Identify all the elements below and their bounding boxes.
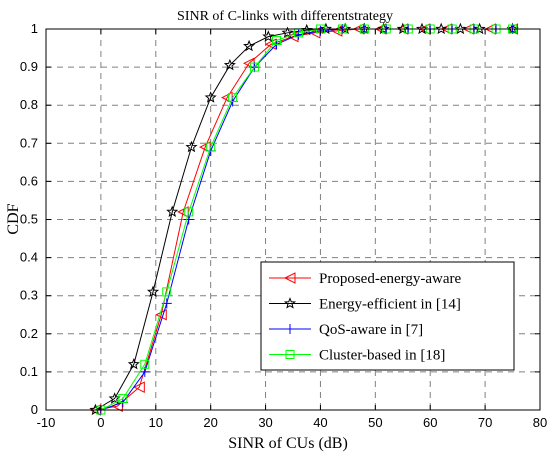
chart-title: SINR of C-links with differentstrategy [177, 9, 393, 24]
data-point [250, 62, 260, 72]
legend-item: QoS-aware in [7] [269, 322, 423, 338]
y-tick-label: 0.9 [20, 59, 38, 74]
data-point [283, 297, 297, 309]
data-point [272, 35, 282, 45]
data-point [473, 22, 486, 35]
data-point [133, 381, 145, 393]
data-point [377, 22, 390, 35]
x-tick-label: 40 [313, 415, 327, 430]
data-point [206, 142, 216, 152]
data-point [108, 392, 121, 404]
legend-box [260, 261, 515, 371]
data-point [89, 403, 102, 416]
data-point [228, 93, 238, 103]
data-point [204, 91, 217, 103]
data-point [184, 207, 194, 217]
y-tick-label: 0.6 [20, 173, 38, 188]
legend-label: Proposed-energy-aware [319, 271, 462, 287]
x-tick-label: 30 [258, 415, 272, 430]
data-point [319, 22, 332, 35]
data-point [185, 140, 198, 153]
data-point [118, 394, 128, 404]
x-tick-label: 80 [533, 415, 547, 430]
x-tick-label: -10 [37, 415, 56, 430]
data-point [285, 350, 295, 359]
data-point [415, 22, 429, 35]
x-axis-label: SINR of CUs (dB) [228, 435, 348, 452]
x-tick-label: 0 [97, 415, 104, 430]
y-tick-label: 0.1 [20, 364, 38, 379]
y-tick-label: 0.7 [20, 135, 38, 150]
data-point [223, 58, 236, 71]
y-tick-label: 0.2 [20, 326, 38, 341]
data-point [127, 357, 140, 370]
data-point [140, 359, 150, 369]
data-point [293, 29, 304, 40]
grid-lines [46, 29, 540, 410]
y-tick-label: 0.3 [20, 288, 38, 303]
y-tick-label: 0.4 [20, 250, 38, 265]
y-tick-label: 0 [31, 402, 38, 417]
y-tick-label: 1 [31, 21, 38, 36]
data-point [281, 26, 294, 38]
data-point [262, 30, 275, 42]
legend-item: Energy-efficient in [14] [269, 297, 461, 313]
axes [45, 28, 541, 411]
y-tick-label: 0.8 [20, 97, 38, 112]
y-tick-label: 0.5 [20, 212, 38, 227]
x-tick-label: 60 [423, 415, 437, 430]
legend-item: Proposed-energy-aware [269, 271, 462, 287]
data-point [283, 272, 296, 284]
data-point [162, 287, 172, 297]
x-tick-label: 10 [149, 415, 163, 430]
data-point [147, 285, 160, 298]
data-point [243, 39, 256, 52]
x-tick-label: 50 [368, 415, 382, 430]
legend: Proposed-energy-aware Energy-efficient in… [260, 261, 515, 371]
legend-label: Energy-efficient in [14] [319, 297, 461, 313]
legend-label: QoS-aware in [7] [319, 322, 423, 338]
legend-label: Cluster-based in [18] [319, 348, 445, 364]
data-point [285, 324, 295, 334]
data-point [396, 22, 409, 35]
y-axis-label: CDF [5, 203, 22, 234]
data-point [155, 308, 167, 321]
x-tick-labels: -10 0 10 20 30 40 50 60 70 80 [37, 415, 548, 430]
legend-item: Cluster-based in [18] [269, 348, 445, 364]
y-tick-labels: 0 0.1 0.2 0.3 0.4 0.5 0.6 0.7 0.8 0.9 1 [20, 21, 38, 417]
x-tick-label: 70 [478, 415, 492, 430]
data-point [166, 205, 179, 218]
data-point [339, 22, 352, 35]
x-tick-label: 20 [203, 415, 217, 430]
data-point [435, 22, 448, 35]
data-point [454, 22, 467, 35]
